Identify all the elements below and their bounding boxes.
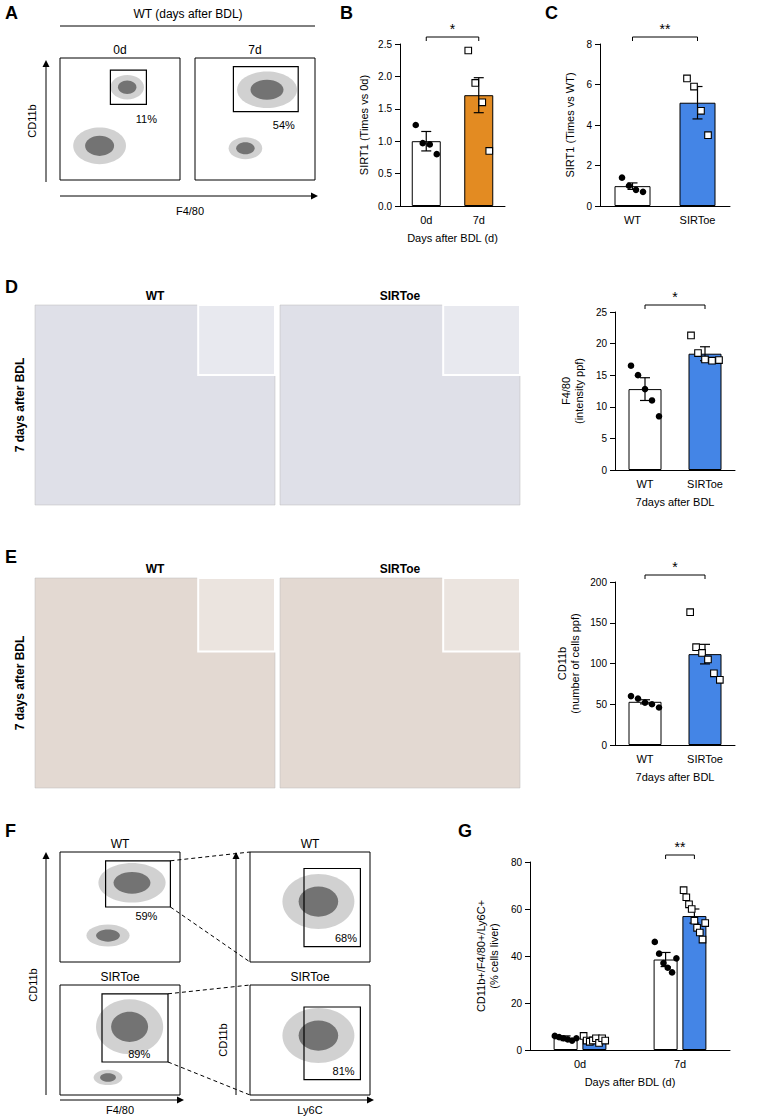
- svg-text:WT: WT: [624, 214, 641, 226]
- svg-text:SIRToe: SIRToe: [290, 970, 329, 984]
- svg-text:F4/80: F4/80: [176, 205, 204, 217]
- svg-text:*: *: [450, 21, 456, 37]
- svg-text:CD11b: CD11b: [556, 647, 568, 680]
- svg-text:2.0: 2.0: [378, 71, 392, 82]
- svg-text:WT: WT: [146, 562, 165, 576]
- svg-text:*: *: [672, 289, 678, 305]
- svg-text:Days after BDL (d): Days after BDL (d): [407, 232, 498, 244]
- svg-text:WT (days after BDL): WT (days after BDL): [133, 7, 242, 21]
- svg-text:0.5: 0.5: [378, 168, 392, 179]
- svg-text:0d: 0d: [113, 43, 126, 57]
- svg-text:150: 150: [590, 617, 607, 628]
- svg-text:25: 25: [596, 307, 608, 318]
- svg-text:SIRToe: SIRToe: [680, 214, 716, 226]
- svg-text:Days after BDL (d): Days after BDL (d): [585, 1076, 676, 1088]
- svg-text:0d: 0d: [420, 214, 432, 226]
- svg-text:**: **: [660, 21, 671, 37]
- svg-text:11%: 11%: [136, 113, 157, 125]
- svg-text:F4/80: F4/80: [560, 377, 572, 405]
- svg-text:5: 5: [601, 433, 607, 444]
- svg-text:89%: 89%: [128, 1048, 150, 1060]
- svg-text:WT: WT: [636, 753, 653, 765]
- svg-text:WT: WT: [111, 837, 130, 851]
- svg-text:A: A: [5, 3, 18, 23]
- svg-text:7d: 7d: [248, 43, 261, 57]
- svg-text:7days after BDL: 7days after BDL: [636, 496, 715, 508]
- svg-text:B: B: [340, 3, 353, 23]
- svg-text:54%: 54%: [273, 119, 295, 131]
- svg-text:0.0: 0.0: [378, 201, 392, 212]
- svg-text:F: F: [5, 821, 16, 841]
- svg-text:2: 2: [586, 160, 592, 171]
- svg-text:6: 6: [586, 79, 592, 90]
- svg-text:CD11b: CD11b: [217, 1023, 229, 1056]
- svg-text:1.0: 1.0: [378, 136, 392, 147]
- svg-text:E: E: [5, 547, 17, 567]
- svg-text:SIRToe: SIRToe: [380, 289, 421, 303]
- svg-text:G: G: [458, 821, 472, 841]
- svg-text:WT: WT: [301, 837, 320, 851]
- svg-text:(intensity ppf): (intensity ppf): [573, 358, 585, 424]
- svg-text:Ly6C: Ly6C: [297, 1104, 322, 1116]
- svg-text:CD11b: CD11b: [26, 104, 38, 137]
- svg-text:SIRToe: SIRToe: [687, 753, 723, 765]
- svg-text:81%: 81%: [333, 1065, 355, 1077]
- svg-text:**: **: [675, 839, 686, 855]
- svg-text:7 days after BDL: 7 days after BDL: [13, 636, 27, 731]
- svg-text:40: 40: [511, 951, 523, 962]
- svg-text:C: C: [545, 3, 558, 23]
- svg-text:F4/80: F4/80: [106, 1104, 134, 1116]
- svg-text:D: D: [5, 277, 18, 297]
- svg-text:SIRToe: SIRToe: [380, 562, 421, 576]
- svg-text:7d: 7d: [674, 1058, 686, 1070]
- svg-text:(number of cells ppf): (number of cells ppf): [569, 613, 581, 713]
- svg-text:SIRToe: SIRToe: [687, 478, 723, 490]
- svg-text:59%: 59%: [135, 910, 157, 922]
- svg-text:SIRT1 (Times vs WT): SIRT1 (Times vs WT): [564, 72, 576, 177]
- svg-text:15: 15: [596, 370, 608, 381]
- svg-text:80: 80: [511, 857, 523, 868]
- svg-text:7 days after BDL: 7 days after BDL: [13, 358, 27, 453]
- svg-text:0: 0: [586, 201, 592, 212]
- svg-text:0: 0: [601, 465, 607, 476]
- svg-text:WT: WT: [636, 478, 653, 490]
- svg-text:7days after BDL: 7days after BDL: [636, 771, 715, 783]
- svg-text:7d: 7d: [473, 214, 485, 226]
- svg-text:100: 100: [590, 658, 607, 669]
- svg-text:20: 20: [511, 998, 523, 1009]
- svg-text:(% cells liver): (% cells liver): [488, 923, 500, 988]
- svg-text:60: 60: [511, 904, 523, 915]
- svg-text:8: 8: [586, 39, 592, 50]
- svg-text:50: 50: [596, 699, 608, 710]
- svg-text:1.5: 1.5: [378, 103, 392, 114]
- svg-text:SIRToe: SIRToe: [100, 970, 139, 984]
- svg-text:SIRT1 (Times vs 0d): SIRT1 (Times vs 0d): [358, 75, 370, 175]
- svg-text:200: 200: [590, 577, 607, 588]
- svg-text:CD11b+/F4/80+/Ly6C+: CD11b+/F4/80+/Ly6C+: [475, 900, 487, 1012]
- svg-text:0: 0: [601, 740, 607, 751]
- svg-text:2.5: 2.5: [378, 39, 392, 50]
- svg-text:WT: WT: [146, 289, 165, 303]
- svg-text:*: *: [672, 559, 678, 575]
- svg-text:0: 0: [516, 1045, 522, 1056]
- svg-text:CD11b: CD11b: [27, 968, 39, 1001]
- svg-text:0d: 0d: [574, 1058, 586, 1070]
- svg-text:10: 10: [596, 401, 608, 412]
- svg-text:4: 4: [586, 120, 592, 131]
- svg-text:20: 20: [596, 338, 608, 349]
- svg-text:68%: 68%: [335, 932, 357, 944]
